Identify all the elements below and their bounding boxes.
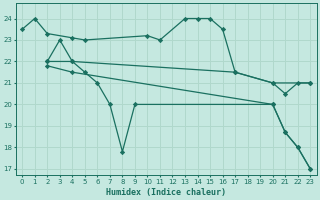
X-axis label: Humidex (Indice chaleur): Humidex (Indice chaleur) [106,188,226,197]
